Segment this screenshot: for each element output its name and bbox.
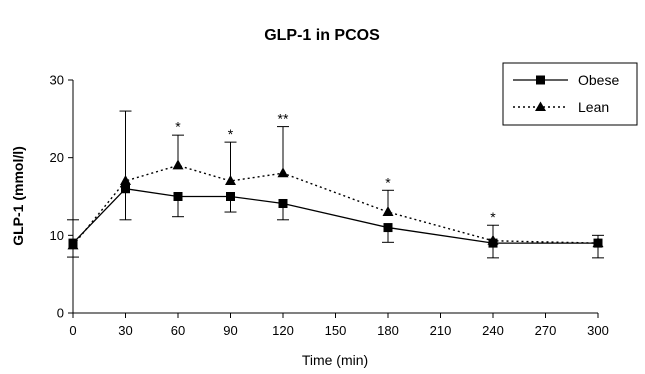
data-point-lean: [487, 234, 499, 245]
y-ticks: 0 10 20 30: [50, 73, 73, 321]
data-point-lean: [120, 174, 131, 185]
x-tick-label: 90: [223, 323, 237, 338]
x-tick-label: 60: [171, 323, 185, 338]
y-tick-label: 0: [57, 306, 64, 321]
x-tick-label: 120: [272, 323, 294, 338]
data-point-obese: [121, 184, 130, 194]
x-tick-label: 240: [482, 323, 504, 338]
data-point-obese: [383, 223, 393, 233]
x-axis-label: Time (min): [302, 352, 368, 368]
chart-title: GLP-1 in PCOS: [264, 27, 380, 44]
y-axis-label: GLP-1 (mmol/l): [10, 146, 26, 246]
significance-marker: **: [278, 111, 289, 127]
x-tick-label: 210: [430, 323, 452, 338]
data-point-lean: [67, 239, 79, 250]
significance-marker: *: [385, 174, 391, 190]
data-point-obese: [173, 192, 183, 201]
markers: [67, 159, 604, 250]
x-tick-label: 270: [535, 323, 557, 338]
y-tick-label: 20: [50, 150, 64, 165]
significance-marker: *: [490, 209, 496, 225]
legend-obese-marker: [536, 75, 545, 85]
series-line-obese: [72, 188, 598, 244]
data-point-lean: [172, 159, 184, 170]
legend-lean-label: Lean: [578, 99, 609, 115]
data-point-lean: [225, 174, 236, 185]
legend-lean-marker: [535, 101, 546, 111]
series-line-lean: [72, 164, 599, 246]
x-tick-label: 180: [377, 323, 399, 338]
x-tick-label: 0: [69, 323, 76, 338]
significance-marker: *: [175, 118, 181, 134]
x-ticks: 0 30 60 90 120 150 180 210 240 270 300: [69, 313, 609, 338]
series-lines: [72, 164, 599, 246]
data-point-lean: [382, 206, 394, 217]
y-tick-label: 30: [50, 73, 64, 88]
x-tick-label: 300: [587, 323, 609, 338]
legend-box: [502, 62, 638, 126]
error-bars: [67, 110, 604, 259]
data-point-obese: [278, 198, 288, 208]
annotations: * *****: [175, 111, 496, 226]
data-point-lean: [592, 237, 604, 248]
x-tick-label: 30: [118, 323, 132, 338]
y-tick-label: 10: [50, 228, 64, 243]
legend-obese-label: Obese: [578, 72, 619, 88]
data-point-lean: [277, 167, 289, 178]
data-point-obese: [226, 192, 235, 201]
significance-marker: *: [228, 126, 234, 142]
x-tick-label: 150: [325, 323, 347, 338]
legend: Obese Lean: [502, 62, 638, 126]
